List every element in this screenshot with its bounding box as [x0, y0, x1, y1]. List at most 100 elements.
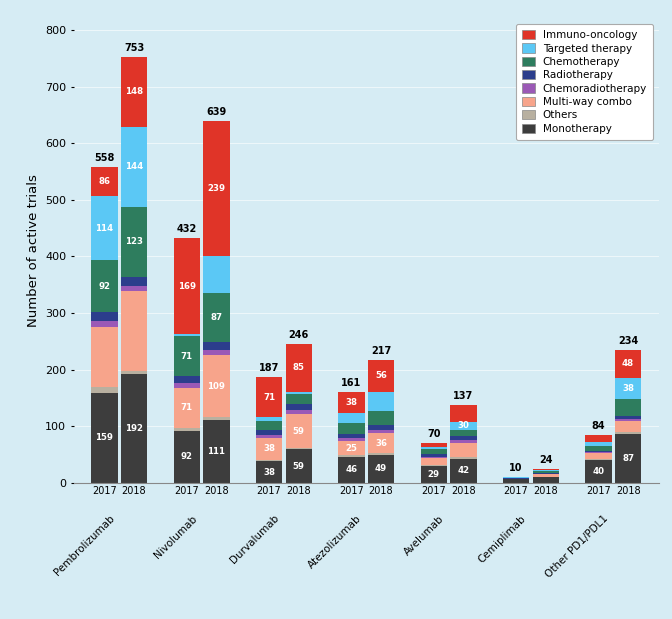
Bar	[421, 446, 447, 449]
Bar	[615, 399, 641, 416]
Text: 38: 38	[263, 467, 275, 477]
Text: 85: 85	[293, 363, 304, 372]
Bar	[450, 440, 476, 443]
Text: 159: 159	[95, 433, 114, 443]
Bar	[91, 196, 118, 261]
Bar	[121, 207, 147, 277]
Bar	[121, 371, 147, 374]
Bar	[286, 404, 312, 410]
Bar	[533, 477, 559, 483]
Text: 92: 92	[98, 282, 110, 291]
Bar	[533, 474, 559, 477]
Text: 29: 29	[428, 470, 439, 479]
Bar	[91, 167, 118, 196]
Bar	[585, 435, 612, 442]
Text: 86: 86	[98, 177, 110, 186]
Text: 192: 192	[125, 424, 143, 433]
Text: 558: 558	[94, 153, 114, 163]
Text: 36: 36	[375, 439, 387, 448]
Bar	[173, 336, 200, 376]
Text: 137: 137	[454, 391, 474, 401]
Bar	[91, 393, 118, 483]
Text: Pembrolizumab: Pembrolizumab	[52, 513, 116, 578]
Bar	[173, 334, 200, 336]
Bar	[256, 377, 282, 417]
Text: Durvalumab: Durvalumab	[228, 513, 281, 566]
Bar	[421, 449, 447, 454]
Text: 239: 239	[208, 184, 225, 193]
Text: 40: 40	[593, 467, 604, 476]
Bar	[286, 410, 312, 414]
Bar	[368, 425, 394, 430]
Text: 56: 56	[375, 371, 387, 380]
Bar	[256, 435, 282, 438]
Bar	[421, 465, 447, 466]
Bar	[585, 460, 612, 483]
Y-axis label: Number of active trials: Number of active trials	[27, 175, 40, 327]
Bar	[286, 394, 312, 404]
Text: 46: 46	[345, 465, 358, 474]
Text: 114: 114	[95, 223, 114, 233]
Bar	[421, 457, 447, 459]
Bar	[173, 387, 200, 428]
Text: 10: 10	[509, 463, 523, 473]
Text: 87: 87	[210, 313, 222, 322]
Bar	[450, 459, 476, 483]
Bar	[91, 387, 118, 393]
Bar	[91, 261, 118, 313]
Bar	[256, 461, 282, 483]
Text: 59: 59	[293, 426, 304, 436]
Text: 234: 234	[618, 336, 638, 347]
Bar	[503, 480, 530, 483]
Bar	[203, 417, 230, 420]
Text: 123: 123	[125, 238, 143, 246]
Bar	[256, 459, 282, 461]
Bar	[173, 431, 200, 483]
Text: 24: 24	[539, 455, 552, 465]
Bar	[286, 344, 312, 392]
Text: 25: 25	[345, 443, 358, 452]
Bar	[338, 455, 365, 457]
Bar	[203, 355, 230, 417]
Bar	[173, 383, 200, 387]
Bar	[450, 436, 476, 440]
Bar	[338, 441, 365, 455]
Bar	[256, 417, 282, 421]
Bar	[615, 350, 641, 378]
Bar	[203, 256, 230, 293]
Text: 432: 432	[177, 224, 197, 234]
Bar	[338, 457, 365, 483]
Bar	[585, 459, 612, 460]
Text: 169: 169	[177, 282, 196, 290]
Bar	[121, 374, 147, 483]
Bar	[615, 416, 641, 419]
Bar	[121, 127, 147, 207]
Bar	[368, 455, 394, 483]
Text: 70: 70	[427, 429, 441, 439]
Text: 111: 111	[208, 447, 225, 456]
Bar	[338, 413, 365, 423]
Text: Other PD1/PDL1: Other PD1/PDL1	[544, 513, 610, 580]
Bar	[615, 421, 641, 433]
Text: 38: 38	[263, 444, 275, 453]
Text: 71: 71	[181, 352, 193, 361]
Bar	[203, 420, 230, 483]
Bar	[256, 421, 282, 430]
Bar	[450, 422, 476, 430]
Bar	[256, 438, 282, 459]
Bar	[585, 446, 612, 451]
Text: 148: 148	[125, 87, 143, 96]
Text: Nivolumab: Nivolumab	[152, 513, 199, 560]
Text: 30: 30	[458, 422, 469, 430]
Bar	[338, 438, 365, 441]
Bar	[450, 405, 476, 422]
Text: 144: 144	[125, 162, 143, 171]
Bar	[585, 442, 612, 446]
Bar	[338, 392, 365, 413]
Bar	[203, 121, 230, 256]
Text: 92: 92	[181, 452, 193, 461]
Bar	[450, 430, 476, 436]
Text: 38: 38	[622, 384, 634, 393]
Bar	[338, 423, 365, 433]
Text: 42: 42	[458, 467, 470, 475]
